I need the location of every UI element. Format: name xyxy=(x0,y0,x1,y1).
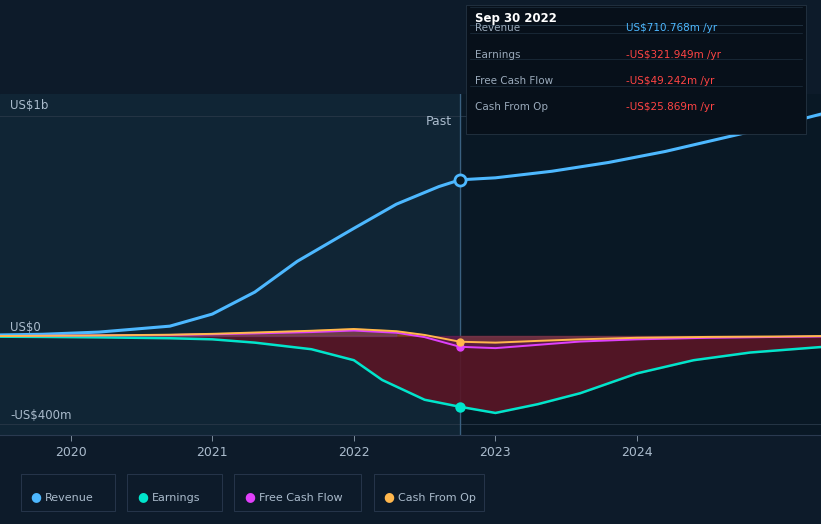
Bar xyxy=(460,94,821,435)
Text: Revenue: Revenue xyxy=(475,24,521,34)
Text: Past: Past xyxy=(425,115,452,128)
Text: Sep 30 2022: Sep 30 2022 xyxy=(475,12,557,25)
Text: -US$25.869m /yr: -US$25.869m /yr xyxy=(626,102,714,113)
Bar xyxy=(0,94,460,435)
Text: Free Cash Flow: Free Cash Flow xyxy=(475,76,553,86)
Text: Cash From Op: Cash From Op xyxy=(398,493,476,503)
Text: Cash From Op: Cash From Op xyxy=(475,102,548,113)
Text: Free Cash Flow: Free Cash Flow xyxy=(259,493,342,503)
Text: US$710.768m /yr: US$710.768m /yr xyxy=(626,24,717,34)
Text: ●: ● xyxy=(137,490,148,503)
Text: ●: ● xyxy=(383,490,394,503)
Text: Revenue: Revenue xyxy=(45,493,94,503)
Text: -US$49.242m /yr: -US$49.242m /yr xyxy=(626,76,714,86)
Text: Analysts Forecasts: Analysts Forecasts xyxy=(469,115,585,128)
Text: Earnings: Earnings xyxy=(475,50,521,60)
Text: -US$400m: -US$400m xyxy=(10,409,71,422)
Text: Earnings: Earnings xyxy=(152,493,200,503)
Text: US$1b: US$1b xyxy=(10,100,48,112)
Text: US$0: US$0 xyxy=(10,321,41,334)
Text: ●: ● xyxy=(244,490,255,503)
Text: -US$321.949m /yr: -US$321.949m /yr xyxy=(626,50,721,60)
Text: ●: ● xyxy=(30,490,41,503)
